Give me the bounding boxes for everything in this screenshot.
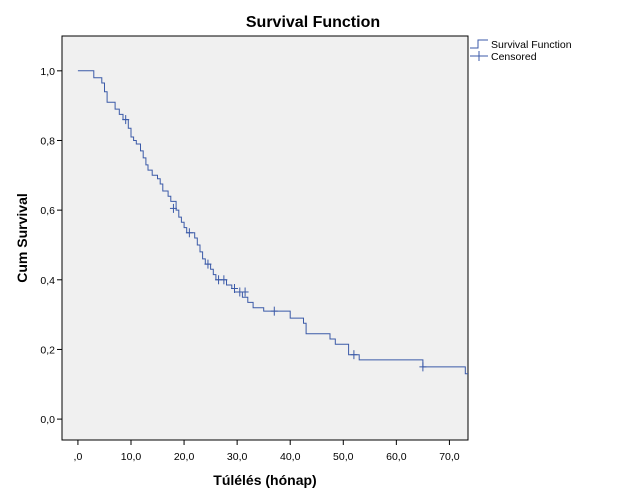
censored-marker <box>122 115 130 125</box>
legend-swatch-survival-function <box>470 39 488 49</box>
censored-marker <box>419 362 427 372</box>
x-tick-label: 50,0 <box>333 451 354 463</box>
y-tick-label: 0,8 <box>40 135 55 147</box>
censored-marker <box>350 350 358 360</box>
censored-marker <box>169 203 177 213</box>
y-axis: 0,0 0,2 0,4 0,6 0,8 1,0 <box>40 66 62 426</box>
plot-area <box>61 35 469 441</box>
censored-marker <box>241 287 249 297</box>
survival-function-line <box>77 70 468 375</box>
censored-marker <box>230 284 238 293</box>
x-tick-label: 30,0 <box>227 451 248 463</box>
x-tick-label: 60,0 <box>386 451 407 463</box>
x-tick-label: 20,0 <box>174 451 195 463</box>
x-tick-label: 40,0 <box>280 451 301 463</box>
legend-label-censored: Censored <box>491 51 537 63</box>
censored-markers <box>122 115 427 372</box>
x-tick-label: ,0 <box>74 451 83 463</box>
series-layer <box>77 70 468 375</box>
chart-title: Survival Function <box>246 14 380 31</box>
legend: Survival Function Censored <box>470 39 572 63</box>
censored-marker <box>220 275 228 285</box>
y-tick-label: 0,0 <box>40 414 55 426</box>
x-axis-label: Túlélés (hónap) <box>213 472 316 488</box>
x-tick-label: 10,0 <box>121 451 142 463</box>
y-tick-label: 0,6 <box>40 205 55 217</box>
censored-marker <box>270 306 278 316</box>
y-tick-label: 0,2 <box>40 344 55 356</box>
x-tick-label: 70,0 <box>439 451 460 463</box>
censored-marker <box>185 228 193 238</box>
y-tick-label: 0,4 <box>40 275 55 287</box>
x-axis: ,0 10,0 20,0 30,0 40,0 50,0 60,0 70,0 <box>74 440 460 463</box>
legend-label-survival-function: Survival Function <box>491 39 572 51</box>
censored-marker <box>204 259 212 269</box>
legend-item-censored: Censored <box>470 51 537 63</box>
y-axis-label: Cum Survival <box>14 193 30 282</box>
y-tick-label: 1,0 <box>40 66 55 78</box>
legend-item-survival-function: Survival Function <box>470 39 572 51</box>
